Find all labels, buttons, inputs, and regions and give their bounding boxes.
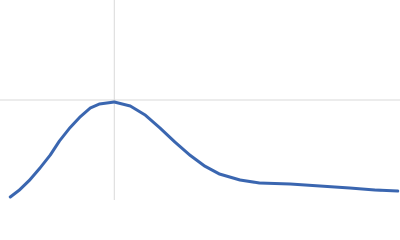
- chart: [0, 0, 400, 200]
- data-line: [8, 100, 400, 199]
- page: {"chart_data": {"type": "line", "x": [0.…: [0, 0, 400, 200]
